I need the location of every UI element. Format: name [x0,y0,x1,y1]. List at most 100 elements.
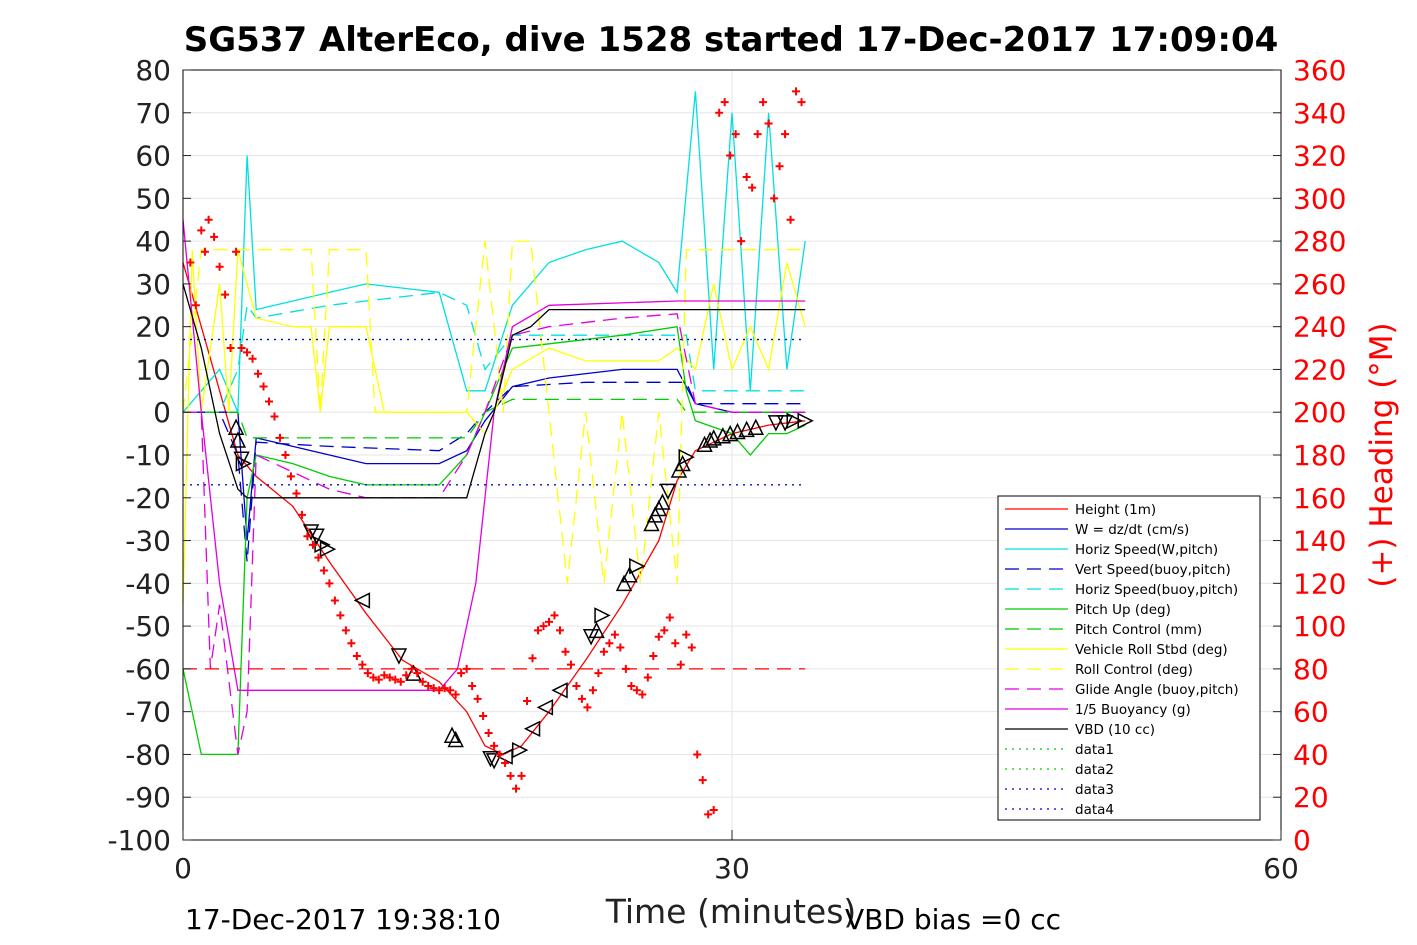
heading-point [561,647,570,656]
chart-title: SG537 AlterEco, dive 1528 started 17-Dec… [184,20,1279,60]
heading-point [566,660,575,669]
footer-timestamp: 17-Dec-2017 19:38:10 [185,903,501,936]
vbd-marker [551,682,568,699]
heading-point [665,613,674,622]
heading-point [297,510,306,519]
vbd-marker [747,418,765,435]
right-tick-label: 240 [1293,311,1346,344]
right-tick-label: 140 [1293,525,1346,558]
heading-point [259,382,268,391]
heading-point [473,694,482,703]
heading-point [643,673,652,682]
vbd-marker [447,730,464,748]
heading-point [737,237,746,246]
heading-point [275,433,284,442]
heading-point [572,682,581,690]
vbd-marker [319,540,337,558]
left-tick-label: 80 [135,54,171,87]
heading-point [506,771,515,780]
heading-point [555,626,564,635]
heading-point [715,108,724,117]
heading-point [479,711,488,720]
vbd-marker [536,699,554,716]
heading-point [517,771,526,780]
vbd-marker [767,415,785,432]
vbd-marker [353,592,371,609]
vbd-marker [621,566,638,583]
heading-point [221,290,230,299]
heading-point [792,87,801,96]
heading-point [418,677,427,686]
footer-vbd-bias: VBD bias =0 cc [845,903,1061,936]
legend-label: W = dz/dt (cm/s) [1075,522,1189,538]
heading-point [446,686,455,695]
heading-point [709,806,718,815]
heading-point [402,671,411,680]
heading-point [704,810,713,819]
right-tick-label: 300 [1293,182,1346,215]
legend-box [997,495,1261,821]
x-tick-label: 60 [1263,852,1299,885]
heading-point [457,669,466,678]
legend-label: Roll Control (deg) [1075,662,1193,678]
heading-point [265,397,274,406]
heading-point [319,566,328,575]
heading-point [303,532,312,541]
legend-label: Glide Angle (buoy,pitch) [1075,682,1239,698]
vbd-marker [308,528,325,545]
left-tick-label: -80 [125,738,171,771]
heading-point [660,626,669,635]
left-tick-label: 30 [135,268,171,301]
heading-point [528,654,537,663]
legend-label: Horiz Speed(W,pitch) [1075,542,1218,558]
heading-point [770,194,779,203]
vbd-marker [233,451,250,468]
right-tick-label: 260 [1293,268,1346,301]
x-tick-label: 30 [714,852,750,885]
heading-point [781,130,790,139]
vbd-marker [390,648,408,665]
right-axis: 3603403203002802602402202001801601401201… [1273,54,1346,857]
vbd-marker [511,741,529,759]
vbd-marker [588,621,605,639]
heading-point [451,690,460,699]
legend-label: Pitch Control (mm) [1075,622,1202,638]
left-tick-label: -90 [125,781,171,814]
heading-point [676,660,685,669]
heading-point [391,675,400,684]
x-axis: 0 30 60 [174,830,1299,885]
left-tick-label: -10 [125,439,171,472]
heading-point [424,682,433,690]
legend: Height (1m) W = dz/dt (cm/s) Horiz Speed(W… [997,495,1261,821]
right-tick-label: 360 [1293,54,1346,87]
heading-point [191,301,200,310]
right-tick-label: 160 [1293,482,1346,515]
x-tick-label: 0 [174,852,192,885]
legend-label: Vehicle Roll Stbd (deg) [1075,642,1228,658]
heading-point [352,652,361,661]
vbd-marker [523,720,541,737]
legend-label: VBD (10 cc) [1075,722,1155,738]
legend-label: Horiz Speed(buoy,pitch) [1075,582,1238,598]
vbd-marker [227,418,245,435]
right-tick-label: 340 [1293,97,1346,130]
heading-point [720,98,729,107]
heading-point [577,694,586,703]
legend-label: Height (1m) [1075,502,1156,518]
heading-point [523,696,532,705]
heading-point [440,684,449,693]
left-tick-label: 50 [135,182,171,215]
legend-label: Pitch Up (deg) [1075,602,1171,618]
right-tick-label: 20 [1293,781,1329,814]
series-line [182,240,806,584]
heading-point [616,643,625,652]
right-tick-label: 220 [1293,353,1346,386]
series-line [183,381,806,562]
heading-point [742,172,751,181]
heading-point [610,630,619,639]
heading-point [286,472,295,481]
heading-point [495,750,504,759]
heading-point [347,639,356,648]
heading-point [775,162,784,171]
heading-point [490,741,499,750]
